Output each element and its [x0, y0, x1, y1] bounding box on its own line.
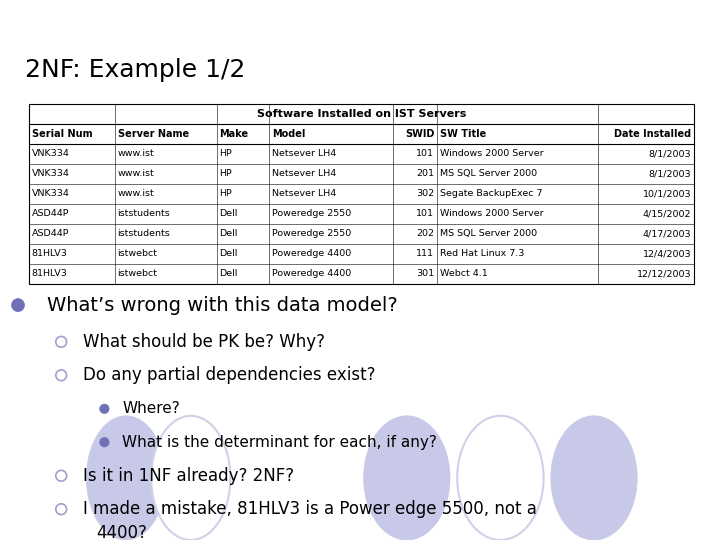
Ellipse shape [364, 416, 450, 540]
Text: 8/1/2003: 8/1/2003 [649, 149, 691, 158]
Text: 201: 201 [416, 169, 434, 178]
Text: 81HLV3: 81HLV3 [32, 249, 68, 258]
Text: 12/12/2003: 12/12/2003 [636, 269, 691, 278]
Text: VNK334: VNK334 [32, 189, 70, 198]
Text: SW Title: SW Title [440, 129, 487, 139]
Text: VNK334: VNK334 [32, 149, 70, 158]
Text: What is the determinant for each, if any?: What is the determinant for each, if any… [122, 435, 437, 450]
Ellipse shape [151, 416, 230, 540]
Ellipse shape [551, 416, 637, 540]
Text: istwebct: istwebct [117, 249, 158, 258]
Text: 12/4/2003: 12/4/2003 [642, 249, 691, 258]
Text: Dell: Dell [220, 209, 238, 218]
Text: Netsever LH4: Netsever LH4 [271, 149, 336, 158]
Text: Model: Model [271, 129, 305, 139]
Text: 81HLV3: 81HLV3 [32, 269, 68, 278]
Text: Dell: Dell [220, 249, 238, 258]
Text: istwebct: istwebct [117, 269, 158, 278]
Text: Netsever LH4: Netsever LH4 [271, 189, 336, 198]
Text: Is it in 1NF already? 2NF?: Is it in 1NF already? 2NF? [83, 467, 294, 485]
Text: 302: 302 [416, 189, 434, 198]
Text: Red Hat Linux 7.3: Red Hat Linux 7.3 [440, 249, 525, 258]
Text: HP: HP [220, 149, 233, 158]
Text: 10/1/2003: 10/1/2003 [642, 189, 691, 198]
Text: 4/15/2002: 4/15/2002 [643, 209, 691, 218]
Text: 301: 301 [416, 269, 434, 278]
Text: ASD44P: ASD44P [32, 209, 69, 218]
Text: Do any partial dependencies exist?: Do any partial dependencies exist? [83, 366, 375, 384]
Text: Poweredge 2550: Poweredge 2550 [271, 209, 351, 218]
Text: Server Name: Server Name [117, 129, 189, 139]
Text: 202: 202 [416, 229, 434, 238]
Text: Serial Num: Serial Num [32, 129, 92, 139]
Text: www.ist: www.ist [117, 189, 154, 198]
Text: 101: 101 [416, 209, 434, 218]
Text: Segate BackupExec 7: Segate BackupExec 7 [440, 189, 543, 198]
Text: Netsever LH4: Netsever LH4 [271, 169, 336, 178]
Text: Poweredge 4400: Poweredge 4400 [271, 249, 351, 258]
Ellipse shape [56, 370, 67, 381]
Text: Poweredge 2550: Poweredge 2550 [271, 229, 351, 238]
Text: Date Installed: Date Installed [614, 129, 691, 139]
Text: iststudents: iststudents [117, 229, 171, 238]
Text: What should be PK be? Why?: What should be PK be? Why? [83, 333, 325, 351]
Text: Dell: Dell [220, 229, 238, 238]
Ellipse shape [86, 416, 166, 540]
Text: HP: HP [220, 189, 233, 198]
Text: MS SQL Server 2000: MS SQL Server 2000 [440, 169, 537, 178]
Text: SWID: SWID [405, 129, 434, 139]
Ellipse shape [12, 299, 24, 312]
Text: MS SQL Server 2000: MS SQL Server 2000 [440, 229, 537, 238]
Text: 111: 111 [416, 249, 434, 258]
Ellipse shape [457, 416, 544, 540]
Text: 4/17/2003: 4/17/2003 [642, 229, 691, 238]
Text: 4400?: 4400? [96, 524, 147, 540]
Text: Windows 2000 Server: Windows 2000 Server [440, 209, 544, 218]
Text: Software Installed on IST Servers: Software Installed on IST Servers [257, 109, 466, 119]
Ellipse shape [56, 336, 67, 347]
Text: Webct 4.1: Webct 4.1 [440, 269, 488, 278]
Text: www.ist: www.ist [117, 169, 154, 178]
Ellipse shape [99, 404, 109, 414]
Text: 101: 101 [416, 149, 434, 158]
Ellipse shape [56, 470, 67, 481]
Text: 8/1/2003: 8/1/2003 [649, 169, 691, 178]
Ellipse shape [56, 504, 67, 515]
Text: Dell: Dell [220, 269, 238, 278]
Text: iststudents: iststudents [117, 209, 171, 218]
Text: HP: HP [220, 169, 233, 178]
Text: ASD44P: ASD44P [32, 229, 69, 238]
Text: Windows 2000 Server: Windows 2000 Server [440, 149, 544, 158]
Text: Make: Make [220, 129, 248, 139]
Text: Poweredge 4400: Poweredge 4400 [271, 269, 351, 278]
Text: www.ist: www.ist [117, 149, 154, 158]
Text: What’s wrong with this data model?: What’s wrong with this data model? [47, 295, 397, 315]
Text: Where?: Where? [122, 401, 180, 416]
Ellipse shape [99, 437, 109, 447]
Text: 2NF: Example 1/2: 2NF: Example 1/2 [25, 58, 246, 82]
Text: VNK334: VNK334 [32, 169, 70, 178]
Bar [29, 104, 694, 284]
Text: I made a mistake, 81HLV3 is a Power edge 5500, not a: I made a mistake, 81HLV3 is a Power edge… [83, 500, 536, 518]
